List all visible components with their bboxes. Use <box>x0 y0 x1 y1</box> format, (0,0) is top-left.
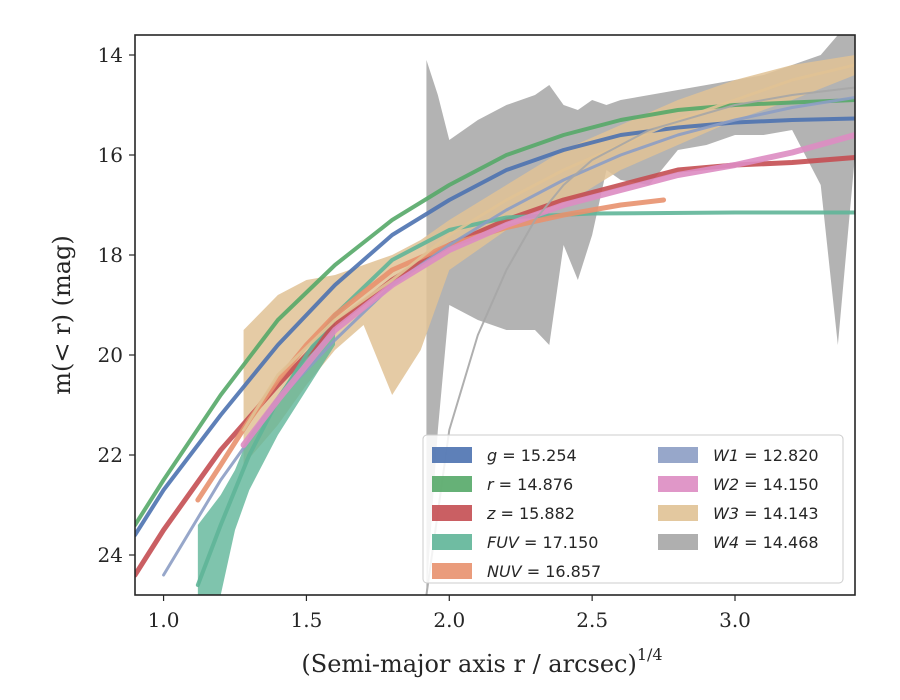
legend-swatch-w1 <box>658 447 698 463</box>
y-tick-label: 22 <box>98 443 123 467</box>
legend: g = 15.254 r = 14.876 z = 15.882 FUV = 17.1… <box>422 434 844 584</box>
legend-swatch-w2 <box>658 476 698 492</box>
band-w3 <box>243 55 855 465</box>
series-lines <box>135 63 855 595</box>
series-line-w4 <box>425 86 855 595</box>
legend-label-w3: W3 = 14.143 <box>713 504 819 523</box>
x-axis-title-superscript: 1/4 <box>637 645 663 664</box>
legend-label-w4: W4 = 14.468 <box>713 533 819 552</box>
legend-swatch-w3 <box>658 505 698 521</box>
legend-label-nuv: NUV = 16.857 <box>487 562 601 581</box>
y-tick-label: 20 <box>98 343 123 367</box>
x-tick-label: 1.5 <box>291 608 323 632</box>
y-tick-label: 18 <box>98 243 123 267</box>
x-tick-label: 2.0 <box>433 608 465 632</box>
series-line-w2 <box>240 132 855 448</box>
series-line-fuv <box>195 210 855 587</box>
x-axis-ticks: 1.0 1.5 2.0 2.5 3.0 <box>148 595 751 632</box>
legend-label-r: r = 14.876 <box>487 475 573 494</box>
x-tick-label: 3.0 <box>719 608 751 632</box>
legend-swatch-fuv <box>432 534 472 550</box>
legend-label-w2: W2 = 14.150 <box>713 475 819 494</box>
legend-swatch-g <box>432 447 472 463</box>
legend-swatch-z <box>432 505 472 521</box>
y-tick-label: 14 <box>98 43 123 67</box>
series-line-r <box>135 98 855 527</box>
y-tick-label: 24 <box>98 543 123 567</box>
legend-swatch-r <box>432 476 472 492</box>
legend-frame <box>422 434 844 584</box>
x-tick-label: 2.5 <box>576 608 608 632</box>
y-axis-ticks: 14 16 18 20 22 24 <box>98 43 135 567</box>
y-tick-label: 16 <box>98 143 123 167</box>
legend-label-fuv: FUV = 17.150 <box>487 533 598 552</box>
legend-label-z: z = 15.882 <box>486 504 575 523</box>
confidence-bands <box>197 35 855 595</box>
x-axis-title: (Semi-major axis r / arcsec)1/4 <box>301 645 662 678</box>
plot-frame <box>134 34 856 596</box>
legend-swatch-nuv <box>432 563 472 579</box>
x-tick-label: 1.0 <box>148 608 180 632</box>
legend-swatch-w4 <box>658 534 698 550</box>
legend-label-g: g = 15.254 <box>487 446 577 465</box>
band-fuv <box>197 320 335 595</box>
legend-label-w1: W1 = 12.820 <box>713 446 819 465</box>
y-axis-title: m(< r) (mag) <box>48 235 76 394</box>
series-line-w3 <box>242 63 855 432</box>
